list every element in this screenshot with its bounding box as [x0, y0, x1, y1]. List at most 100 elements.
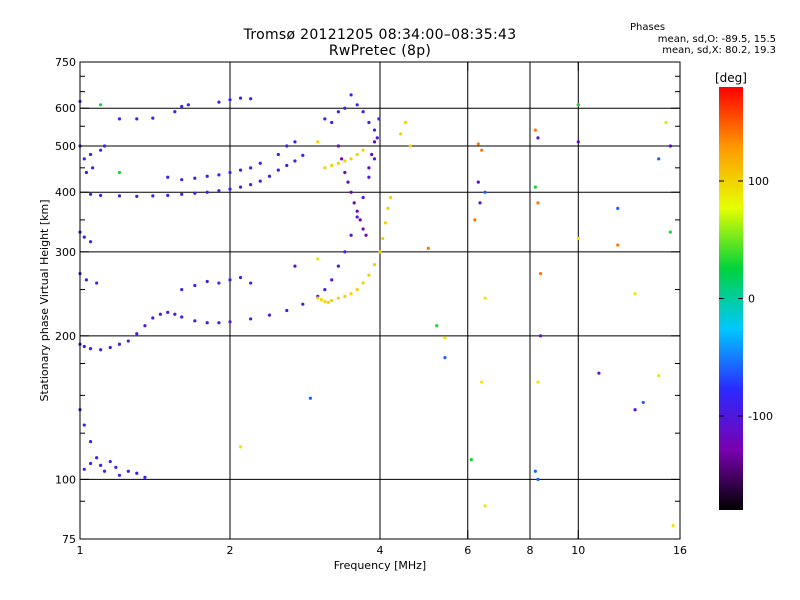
echo-point — [536, 477, 540, 482]
colorbar-tick-label: 0 — [748, 293, 755, 306]
echo-point — [193, 176, 197, 180]
echo-point — [443, 356, 447, 360]
echo-point — [483, 504, 487, 508]
echo-point — [469, 458, 473, 462]
echo-point — [205, 279, 209, 284]
echo-point — [378, 250, 382, 254]
echo-point — [151, 194, 155, 198]
y-axis-label: Stationary phase Virtual Height [km] — [38, 199, 51, 401]
echo-point — [228, 320, 232, 324]
x-tick-labels: 1 2 4 6 8 10 16 — [77, 544, 688, 557]
echo-point — [249, 317, 253, 321]
echo-point — [99, 348, 103, 352]
echo-point — [117, 117, 122, 121]
axis-ticks — [79, 61, 681, 540]
echo-point — [319, 298, 323, 302]
echo-point — [633, 408, 637, 412]
echo-point — [316, 257, 320, 261]
echo-point — [108, 345, 112, 350]
echo-point — [180, 192, 184, 196]
echo-point — [217, 100, 221, 104]
echo-point — [361, 281, 365, 285]
echo-point — [480, 380, 484, 384]
echo-point — [597, 371, 601, 375]
colorbar-ticks: -100 0 100 — [719, 175, 773, 423]
echo-point — [480, 148, 484, 152]
echo-point — [99, 103, 103, 107]
echo-point — [126, 339, 130, 343]
echo-point — [403, 120, 408, 125]
echo-point — [99, 463, 103, 467]
echo-point — [323, 299, 327, 304]
y-tick-label: 400 — [55, 186, 76, 199]
echo-point — [616, 243, 620, 247]
echo-point — [135, 194, 139, 199]
echo-point — [349, 93, 353, 97]
echo-point — [367, 120, 371, 125]
echo-point — [166, 193, 170, 197]
x-tick-label: 4 — [377, 544, 384, 557]
echo-point — [476, 142, 480, 146]
echo-point — [576, 103, 580, 107]
echo-point — [102, 469, 107, 473]
echo-point — [228, 98, 232, 102]
echo-point — [616, 206, 620, 210]
echo-point — [476, 180, 480, 184]
echo-point — [88, 347, 93, 351]
echo-point — [336, 296, 340, 300]
echo-point — [367, 273, 371, 277]
echo-point — [473, 218, 477, 222]
echo-point — [536, 136, 540, 140]
echo-point — [340, 157, 344, 161]
echo-point — [364, 233, 368, 237]
echo-point — [217, 281, 221, 285]
echo-point — [343, 106, 347, 110]
echo-point — [186, 103, 190, 107]
echo-point — [238, 96, 243, 100]
echo-point — [180, 287, 184, 292]
colorbar-tick-label: -100 — [748, 410, 773, 423]
echo-point — [330, 278, 334, 282]
echo-point — [84, 170, 88, 175]
echo-point — [671, 524, 675, 528]
echo-point — [435, 324, 439, 328]
echo-point — [533, 469, 537, 473]
echo-point — [443, 336, 447, 340]
x-tick-label: 8 — [527, 544, 534, 557]
echo-point — [383, 221, 387, 225]
echo-point — [193, 319, 197, 323]
echo-point — [361, 110, 365, 114]
grid-lines — [80, 62, 680, 539]
echo-point — [166, 175, 170, 179]
echo-point — [668, 144, 672, 148]
echo-point — [180, 104, 184, 109]
echo-point — [370, 152, 374, 157]
echo-point — [126, 469, 130, 473]
echo-point — [205, 321, 209, 325]
colorbar-label: [deg] — [715, 71, 747, 85]
echo-point — [166, 310, 170, 314]
echo-point — [285, 308, 289, 313]
echo-point — [352, 201, 356, 205]
echo-point — [99, 193, 103, 197]
echo-point — [381, 236, 385, 241]
echo-point — [323, 166, 327, 170]
echo-point — [91, 166, 95, 170]
echo-point — [361, 148, 365, 152]
x-tick-label: 2 — [227, 544, 234, 557]
echo-point — [343, 159, 347, 163]
echo-point — [536, 380, 540, 384]
echo-point — [330, 299, 334, 303]
echo-point — [355, 152, 359, 157]
echo-point — [205, 174, 209, 178]
echo-point — [143, 475, 147, 479]
echo-point — [193, 191, 197, 195]
echo-point — [533, 128, 537, 132]
echo-point — [238, 168, 243, 172]
echo-point — [135, 117, 139, 121]
echo-point — [372, 128, 377, 132]
y-tick-label: 75 — [62, 533, 76, 546]
echo-point — [238, 445, 243, 449]
echo-point — [355, 103, 359, 107]
echo-point — [276, 152, 280, 157]
